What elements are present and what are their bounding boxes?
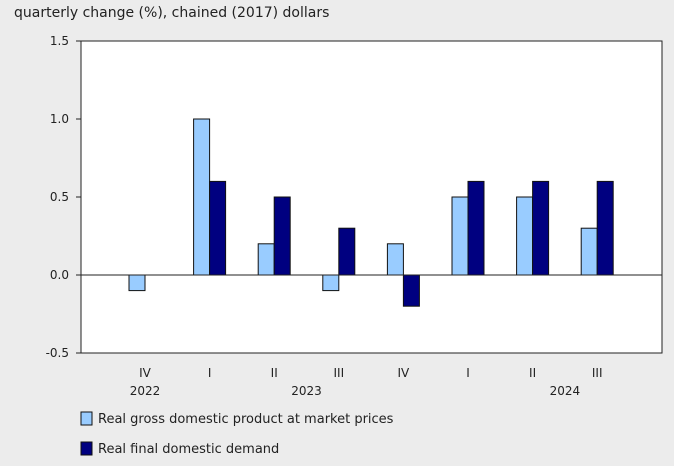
bar-gdp <box>451 196 469 276</box>
year-label: 2022 <box>130 384 161 398</box>
bar-demand <box>338 227 356 276</box>
y-tick-label: 1.0 <box>50 112 69 126</box>
bar-demand <box>273 196 291 276</box>
bar-gdp <box>322 274 340 292</box>
x-tick-label: II <box>271 366 278 380</box>
x-tick-label: II <box>529 366 536 380</box>
bar-gdp <box>580 227 598 276</box>
legend-label: Real final domestic demand <box>98 442 279 457</box>
bar-demand <box>532 180 550 276</box>
y-axis: 1.5 1.0 0.5 0.0 -0.5 <box>46 34 81 360</box>
y-tick-label: -0.5 <box>46 346 69 360</box>
legend-swatch <box>80 441 93 456</box>
y-tick-label: 0.5 <box>50 190 69 204</box>
year-label: 2024 <box>550 384 581 398</box>
legend-swatch <box>80 411 93 426</box>
x-tick-label: IV <box>139 366 152 380</box>
y-tick-label: 0.0 <box>50 268 69 282</box>
bar-gdp <box>516 196 534 276</box>
bar-demand <box>596 180 614 276</box>
x-tick-label: III <box>592 366 603 380</box>
x-tick-label: IV <box>398 366 411 380</box>
x-tick-label: III <box>333 366 344 380</box>
y-axis-title: quarterly change (%), chained (2017) dol… <box>14 5 329 21</box>
bar-demand <box>402 274 420 307</box>
x-tick-label: I <box>208 366 212 380</box>
year-label: 2023 <box>291 384 322 398</box>
legend: Real gross domestic product at market pr… <box>80 411 394 457</box>
y-tick-label: 1.5 <box>50 34 69 48</box>
plot-area <box>80 40 663 354</box>
bar-gdp <box>193 118 211 276</box>
x-tick-label: I <box>466 366 470 380</box>
bar-demand <box>209 180 227 276</box>
bar-gdp <box>386 243 404 276</box>
bar-gdp <box>128 274 146 292</box>
bar-gdp <box>257 243 275 276</box>
legend-label: Real gross domestic product at market pr… <box>98 412 394 427</box>
bar-demand <box>467 180 485 276</box>
